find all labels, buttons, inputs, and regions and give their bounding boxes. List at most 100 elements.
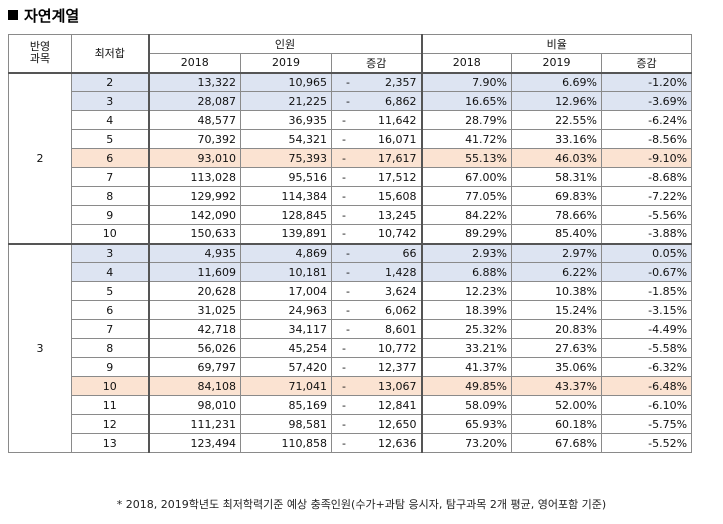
header-count-2018: 2018 [147,53,241,73]
change-value: 13,067 [378,379,417,393]
count-2019-cell: 10,181 [240,262,332,282]
table-row: 8 56,026 45,254- 10,772 33.21% 27.63% -5.58% [9,338,693,358]
count-change-cell: - 17,512 [330,167,423,187]
count-2018-cell: 84,108 [147,376,241,396]
change-sign: - [342,436,346,450]
change-sign: - [342,170,346,184]
criteria-table: 반영 과목 최저합 인원 비율 2018 2019 증감 2018 2019 증… [8,34,693,453]
ratio-2019-cell: 52.00% [511,395,603,415]
ratio-change-cell: -5.58% [601,338,693,358]
ratio-change-cell: -8.56% [601,129,693,149]
ratio-2019-cell: 58.31% [511,167,603,187]
min-sum-cell: 6 [71,300,149,320]
ratio-change-cell: -6.24% [601,110,693,130]
group-label-cell: 2 [8,71,72,244]
table-body: 2 2 13,322 10,965-2,357 7.90% 6.69% -1.20% 3 28,… [8,71,693,453]
change-sign: - [342,113,346,127]
ratio-change-cell: -6.32% [601,357,693,377]
header-ratio-change: 증감 [601,53,693,73]
count-2018-cell: 142,090 [147,205,241,225]
count-2018-cell: 123,494 [147,433,241,453]
ratio-2018-cell: 84.22% [420,205,513,225]
count-change-cell: - 12,636 [330,433,423,453]
min-sum-cell: 7 [71,319,149,339]
count-2018-cell: 42,718 [147,319,241,339]
table-row: 7 113,028 95,516- 17,512 67.00% 58.31% -8.68% [9,167,693,187]
min-sum-cell: 8 [71,186,149,206]
header-subject-count-label: 반영 과목 [29,40,51,66]
count-change-cell: - 8,601 [330,319,423,339]
count-2019-cell: 36,935 [240,110,332,130]
min-sum-cell: 6 [71,148,149,168]
ratio-change-cell: -3.69% [601,91,693,111]
ratio-change-cell: -6.48% [601,376,693,396]
table-row: 3 28,087 21,225- 6,862 16.65% 12.96% -3.69% [9,91,693,111]
change-value: 3,624 [385,284,417,298]
change-sign: - [342,151,346,165]
count-2019-cell: 75,393 [240,148,332,168]
ratio-2018-cell: 16.65% [420,91,513,111]
count-change-cell: - 2,357 [330,71,423,92]
ratio-change-cell: -5.75% [601,414,693,434]
ratio-2019-cell: 43.37% [511,376,603,396]
section-title: 자연계열 [24,6,80,25]
change-sign: - [346,284,350,298]
count-2018-cell: 48,577 [147,110,241,130]
change-value: 12,377 [378,360,417,374]
ratio-2019-cell: 27.63% [511,338,603,358]
count-change-cell: - 13,245 [330,205,423,225]
table-row: 3 3 4,935 4,869-66 2.93% 2.97% 0.05% [8,242,693,453]
change-sign: - [346,94,350,108]
ratio-2018-cell: 2.93% [420,242,513,263]
ratio-2018-cell: 77.05% [420,186,513,206]
table-row: 4 48,577 36,935- 11,642 28.79% 22.55% -6.24% [9,110,693,130]
ratio-change-cell: -3.88% [601,224,693,244]
table-row: 7 42,718 34,117- 8,601 25.32% 20.83% -4.49% [9,319,693,339]
table-row: 9 142,090 128,845- 13,245 84.22% 78.66% -5.56% [9,205,693,225]
count-2018-cell: 70,392 [147,129,241,149]
change-sign: - [342,398,346,412]
ratio-2018-cell: 7.90% [420,71,513,92]
ratio-2018-cell: 49.85% [420,376,513,396]
min-sum-cell: 9 [71,357,149,377]
header-ratio-group: 비율 [420,34,693,54]
ratio-2019-cell: 60.18% [511,414,603,434]
count-2019-cell: 34,117 [240,319,332,339]
count-2019-cell: 114,384 [240,186,332,206]
table-row: 6 93,010 75,393- 17,617 55.13% 46.03% -9.10% [9,148,693,168]
change-sign: - [342,341,346,355]
change-value: 8,601 [385,322,417,336]
count-change-cell: - 16,071 [330,129,423,149]
ratio-2019-cell: 67.68% [511,433,603,453]
table-row: 5 70,392 54,321- 16,071 41.72% 33.16% -8.56% [9,129,693,149]
change-sign: - [342,360,346,374]
ratio-2018-cell: 67.00% [420,167,513,187]
count-2019-cell: 71,041 [240,376,332,396]
count-2019-cell: 139,891 [240,224,332,244]
table-row: 11 98,010 85,169- 12,841 58.09% 52.00% -6.10% [9,395,693,415]
count-2018-cell: 111,231 [147,414,241,434]
ratio-2018-cell: 18.39% [420,300,513,320]
ratio-2019-cell: 85.40% [511,224,603,244]
count-change-cell: - 15,608 [330,186,423,206]
min-sum-cell: 9 [71,205,149,225]
ratio-2019-cell: 6.22% [511,262,603,282]
change-sign: - [342,227,346,241]
min-sum-cell: 11 [71,395,149,415]
ratio-2018-cell: 65.93% [420,414,513,434]
ratio-2019-cell: 20.83% [511,319,603,339]
change-value: 17,512 [378,170,417,184]
count-change-cell: - 66 [330,242,423,263]
count-2018-cell: 20,628 [147,281,241,301]
ratio-2018-cell: 73.20% [420,433,513,453]
header-subject-count: 반영 과목 [8,34,72,73]
ratio-change-cell: -1.20% [601,71,693,92]
table-row: 5 20,628 17,004- 3,624 12.23% 10.38% -1.85% [9,281,693,301]
min-sum-cell: 10 [71,224,149,244]
change-value: 6,862 [385,94,417,108]
ratio-change-cell: -4.49% [601,319,693,339]
ratio-2018-cell: 41.72% [420,129,513,149]
min-sum-cell: 13 [71,433,149,453]
count-change-cell: - 10,772 [330,338,423,358]
header-count-2019: 2019 [240,53,332,73]
